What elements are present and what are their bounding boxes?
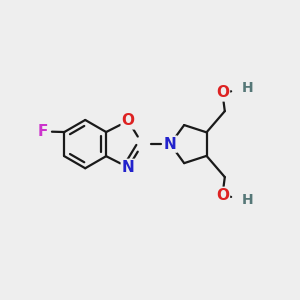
Text: O: O [122, 113, 135, 128]
Text: O: O [216, 188, 229, 203]
Text: O: O [216, 85, 229, 100]
Text: F: F [38, 124, 48, 139]
Text: H: H [242, 193, 253, 207]
Text: N: N [122, 160, 135, 175]
Text: H: H [242, 82, 253, 95]
Text: N: N [164, 136, 177, 152]
